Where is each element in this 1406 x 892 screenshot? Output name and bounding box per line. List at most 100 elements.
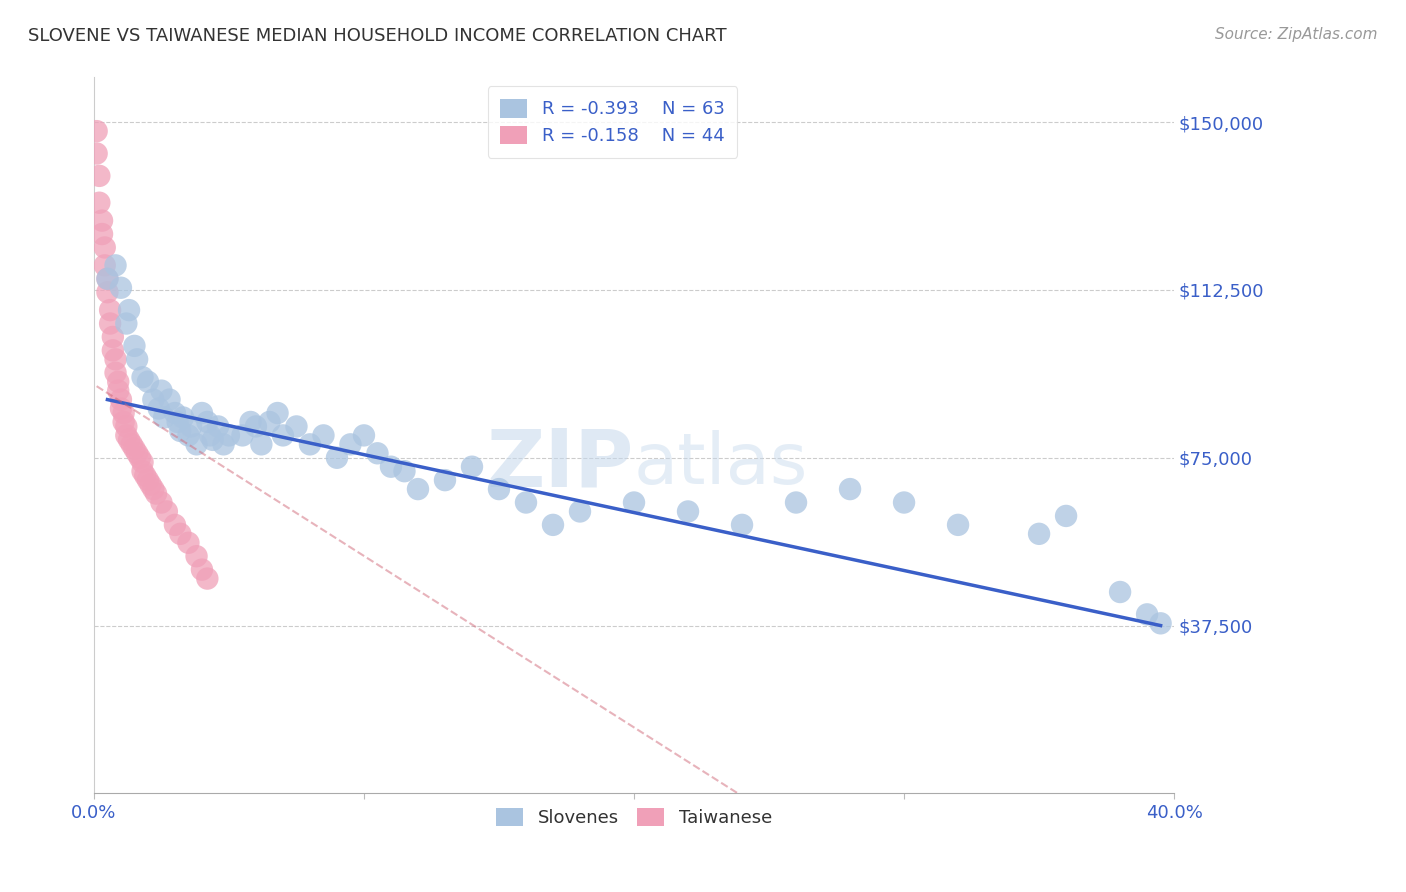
Point [285,419,308,434]
Point [86,146,108,161]
Point [121,437,143,451]
Point [148,401,170,416]
Point [104,258,127,272]
Point [127,352,149,367]
Point [218,428,240,442]
Point [231,428,253,442]
Point [166,415,188,429]
Point [406,482,429,496]
Point [131,370,153,384]
Point [110,401,132,416]
Point [101,330,124,344]
Point [112,415,135,429]
Point [394,464,416,478]
Point [118,303,141,318]
Point [198,428,221,442]
Point [136,473,159,487]
Point [177,535,200,549]
Point [1109,585,1132,599]
Point [172,410,194,425]
Point [569,504,592,518]
Point [180,419,202,434]
Point [676,504,699,518]
Point [127,446,149,460]
Point [98,317,121,331]
Point [731,517,754,532]
Point [245,419,267,434]
Point [124,339,146,353]
Point [326,450,349,465]
Point [515,495,537,509]
Point [89,169,111,183]
Point [93,240,115,254]
Point [96,272,118,286]
Point [139,477,162,491]
Point [946,517,969,532]
Point [98,303,121,318]
Point [136,375,159,389]
Point [104,352,127,367]
Point [893,495,915,509]
Point [89,195,111,210]
Point [112,406,135,420]
Point [250,437,273,451]
Point [312,428,335,442]
Point [339,437,361,451]
Point [110,392,132,407]
Point [461,459,484,474]
Point [134,468,156,483]
Point [177,428,200,442]
Point [86,124,108,138]
Point [104,366,127,380]
Text: ZIP: ZIP [486,425,634,503]
Point [785,495,807,509]
Point [145,486,167,500]
Point [839,482,862,496]
Point [124,442,146,456]
Point [118,433,141,447]
Point [380,459,402,474]
Point [195,572,218,586]
Point [212,437,235,451]
Point [239,415,262,429]
Point [142,392,165,407]
Point [623,495,645,509]
Point [1136,607,1159,622]
Point [191,563,214,577]
Point [101,343,124,358]
Text: atlas: atlas [634,430,808,499]
Point [169,424,191,438]
Point [201,433,224,447]
Point [131,464,153,478]
Legend: Slovenes, Taiwanese: Slovenes, Taiwanese [489,801,779,834]
Point [271,428,294,442]
Point [96,272,118,286]
Point [115,317,138,331]
Point [433,473,456,487]
Text: Source: ZipAtlas.com: Source: ZipAtlas.com [1215,27,1378,42]
Point [191,406,214,420]
Point [115,419,138,434]
Point [1054,508,1077,523]
Point [186,549,208,564]
Point [107,384,129,398]
Point [115,428,138,442]
Text: SLOVENE VS TAIWANESE MEDIAN HOUSEHOLD INCOME CORRELATION CHART: SLOVENE VS TAIWANESE MEDIAN HOUSEHOLD IN… [28,27,727,45]
Point [195,415,218,429]
Point [110,281,132,295]
Point [163,517,186,532]
Point [186,437,208,451]
Point [107,375,129,389]
Point [150,384,173,398]
Point [93,258,115,272]
Point [131,455,153,469]
Point [259,415,281,429]
Point [366,446,388,460]
Point [298,437,321,451]
Point [169,526,191,541]
Point [91,227,114,241]
Point [163,406,186,420]
Point [266,406,288,420]
Point [541,517,564,532]
Point [1149,616,1171,631]
